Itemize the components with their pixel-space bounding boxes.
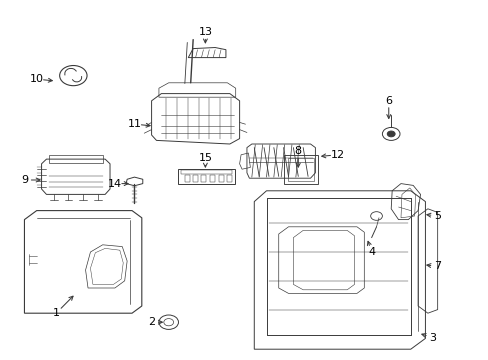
Text: 11: 11 <box>127 119 141 129</box>
Text: 9: 9 <box>21 175 28 185</box>
Text: 6: 6 <box>385 96 391 106</box>
Text: 2: 2 <box>148 317 155 327</box>
Text: 1: 1 <box>53 308 60 318</box>
Text: 4: 4 <box>367 247 374 257</box>
Text: 5: 5 <box>433 211 440 221</box>
Text: 10: 10 <box>30 74 43 84</box>
Text: 7: 7 <box>433 261 440 271</box>
Text: 14: 14 <box>108 179 122 189</box>
Text: 15: 15 <box>198 153 212 163</box>
Text: 12: 12 <box>330 150 344 160</box>
Text: 3: 3 <box>428 333 435 343</box>
Text: 13: 13 <box>198 27 212 37</box>
Circle shape <box>386 131 394 137</box>
Text: 8: 8 <box>294 146 301 156</box>
